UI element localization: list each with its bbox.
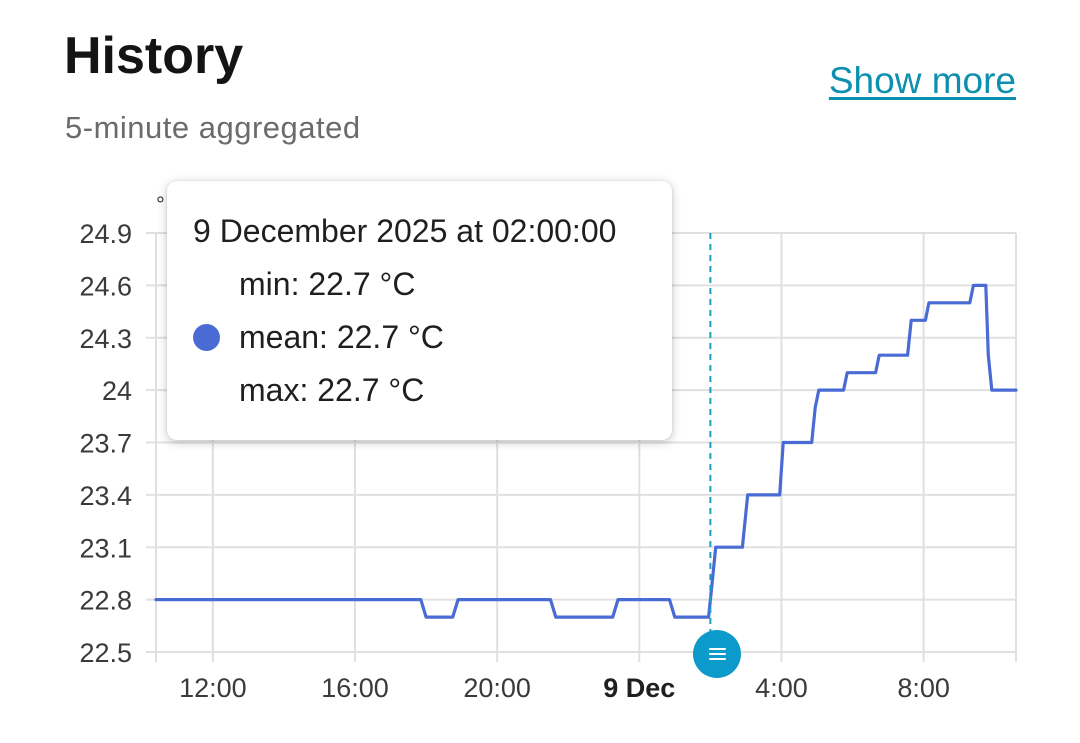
tooltip-mean-label: mean bbox=[239, 319, 337, 355]
tooltip-timestamp: 9 December 2025 at 02:00:00 bbox=[193, 213, 617, 249]
y-tick-label: 23.4 bbox=[79, 481, 132, 511]
y-tick-label: 23.1 bbox=[79, 533, 132, 563]
tooltip-row-max: max22.7 °C bbox=[193, 370, 672, 410]
y-tick-label: 24 bbox=[102, 376, 132, 406]
list-icon bbox=[708, 645, 726, 663]
chart-tooltip: 9 December 2025 at 02:00:00 min22.7 °C m… bbox=[167, 181, 672, 440]
x-tick-label: 4:00 bbox=[755, 673, 808, 703]
y-tick-label: 22.8 bbox=[79, 586, 132, 616]
chart-subtitle: 5-minute aggregated bbox=[65, 110, 361, 145]
series-color-dot-icon bbox=[193, 324, 220, 351]
y-tick-label: 24.3 bbox=[79, 324, 132, 354]
x-tick-label: 9 Dec bbox=[603, 673, 675, 703]
event-marker-button[interactable] bbox=[693, 630, 741, 678]
y-tick-label: 22.5 bbox=[79, 638, 132, 668]
tooltip-row-mean: mean22.7 °C bbox=[193, 317, 672, 357]
y-tick-label: 23.7 bbox=[79, 429, 132, 459]
x-tick-label: 16:00 bbox=[321, 673, 389, 703]
x-tick-label: 8:00 bbox=[897, 673, 950, 703]
tooltip-max-label: max bbox=[239, 372, 317, 408]
x-tick-label: 12:00 bbox=[179, 673, 247, 703]
page-title: History bbox=[64, 27, 244, 85]
y-axis-unit-label: ° bbox=[156, 192, 165, 217]
tooltip-min-value: 22.7 °C bbox=[308, 266, 416, 302]
y-tick-label: 24.9 bbox=[79, 219, 132, 249]
show-more-link[interactable]: Show more bbox=[828, 60, 1016, 101]
x-tick-label: 20:00 bbox=[463, 673, 531, 703]
tooltip-mean-value: 22.7 °C bbox=[336, 319, 444, 355]
tooltip-row-min: min22.7 °C bbox=[193, 264, 672, 304]
tooltip-min-label: min bbox=[239, 266, 308, 302]
tooltip-max-value: 22.7 °C bbox=[317, 372, 425, 408]
series-line bbox=[154, 283, 1018, 619]
y-tick-label: 24.6 bbox=[79, 271, 132, 301]
